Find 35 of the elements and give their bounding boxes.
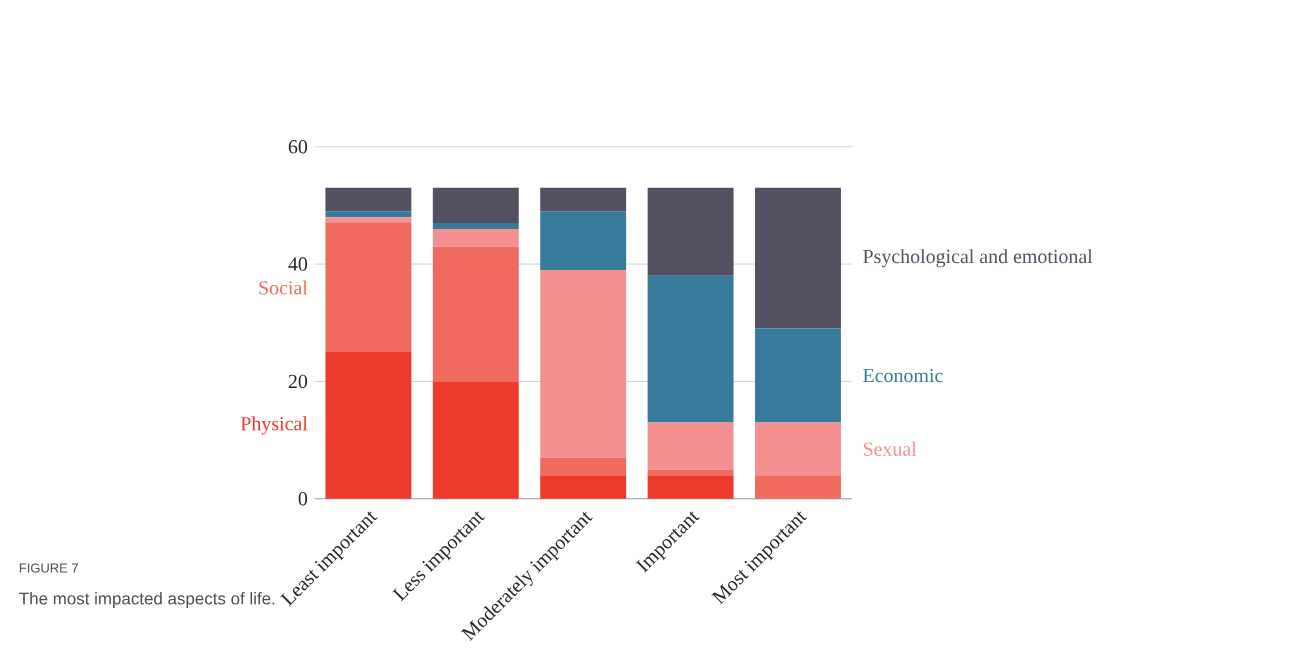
bar	[647, 475, 734, 499]
bar	[325, 217, 412, 224]
y-tick-label: 40	[288, 257, 308, 271]
series-label: Psychological and emotional	[863, 249, 1093, 268]
y-tick-label: 0	[298, 492, 308, 506]
caption: FIGURE 7	[19, 563, 78, 573]
bar	[540, 270, 627, 458]
bar	[540, 211, 627, 271]
series-label: Physical	[240, 416, 308, 435]
bar	[432, 381, 519, 499]
bar	[325, 223, 412, 353]
series-label: Sexual	[863, 441, 917, 456]
bar	[325, 211, 412, 218]
bar	[432, 223, 519, 229]
bar	[647, 422, 734, 470]
bar	[540, 457, 627, 476]
bar	[540, 475, 627, 499]
bar	[432, 246, 519, 382]
series-label: Economic	[863, 368, 943, 383]
text: The most impacted aspects of life.	[19, 592, 275, 608]
bar	[647, 187, 734, 276]
series-label: Social	[259, 280, 308, 295]
bar	[325, 352, 412, 499]
bar	[432, 187, 519, 224]
y-tick-label: 20	[288, 374, 308, 389]
bar	[647, 275, 734, 423]
bar	[647, 469, 734, 476]
y-tick-label: 60	[288, 140, 308, 154]
bar	[755, 422, 841, 476]
bar	[755, 475, 841, 499]
bar	[325, 187, 412, 212]
bar	[755, 187, 841, 329]
bar	[755, 328, 841, 423]
bar	[432, 228, 519, 247]
bar	[540, 187, 627, 212]
